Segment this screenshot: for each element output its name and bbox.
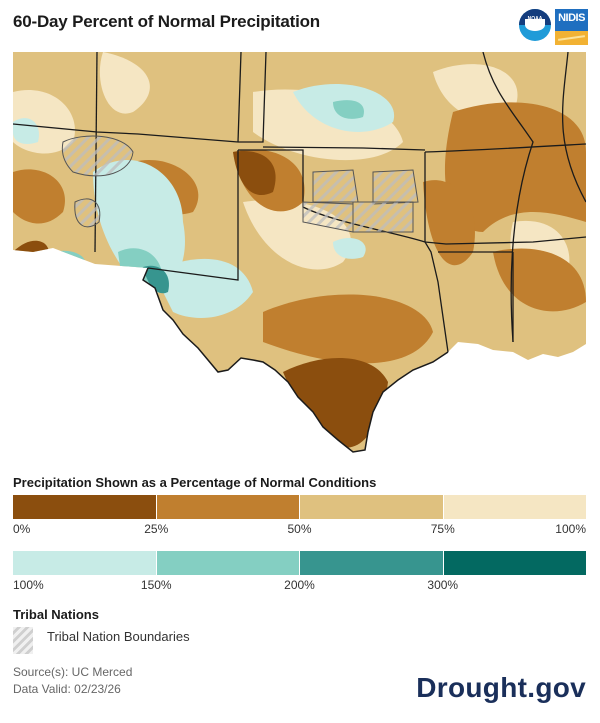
bin-50-75: [300, 495, 444, 519]
tick-label: 100%: [13, 578, 44, 592]
precipitation-map: [13, 52, 586, 453]
tick-label: 75%: [430, 522, 455, 536]
noaa-logo-icon: NOAA: [519, 9, 551, 41]
wet-ticks: 100% 150% 200% 300%: [13, 578, 586, 594]
drought-gov-brand: Drought.gov: [416, 672, 586, 703]
bin-25-50: [156, 495, 300, 519]
tick-label: 300%: [427, 578, 459, 592]
tribal-title: Tribal Nations: [13, 607, 99, 622]
dry-color-bar: [13, 495, 586, 519]
bin-0-25: [13, 495, 157, 519]
tick-label: 0%: [13, 522, 31, 536]
tick-label: 25%: [144, 522, 169, 536]
tribal-label: Tribal Nation Boundaries: [47, 629, 190, 644]
page-title: 60-Day Percent of Normal Precipitation: [13, 12, 320, 31]
logos: NOAA NIDIS: [519, 9, 588, 45]
bin-75-100: [443, 495, 586, 519]
source-text: Source(s): UC Merced: [13, 665, 133, 679]
legend-title: Precipitation Shown as a Percentage of N…: [13, 475, 377, 490]
bin-100-150: [13, 551, 157, 575]
dry-ticks: 0% 25% 50% 75% 100%: [13, 522, 586, 538]
tick-label: 50%: [287, 522, 312, 536]
wet-color-bar: [13, 551, 586, 575]
bin-150-200: [156, 551, 300, 575]
source-info: Source(s): UC Merced Data Valid: 02/23/2…: [13, 664, 132, 698]
tick-label: 100%: [555, 522, 586, 536]
valid-date: Data Valid: 02/23/26: [13, 682, 121, 696]
tick-label: 150%: [140, 578, 172, 592]
nidis-logo-icon: NIDIS: [555, 9, 588, 45]
hatch-pattern-icon: [13, 627, 33, 654]
tick-label: 200%: [284, 578, 315, 592]
bin-200-300: [300, 551, 444, 575]
bin-300-plus: [443, 551, 586, 575]
